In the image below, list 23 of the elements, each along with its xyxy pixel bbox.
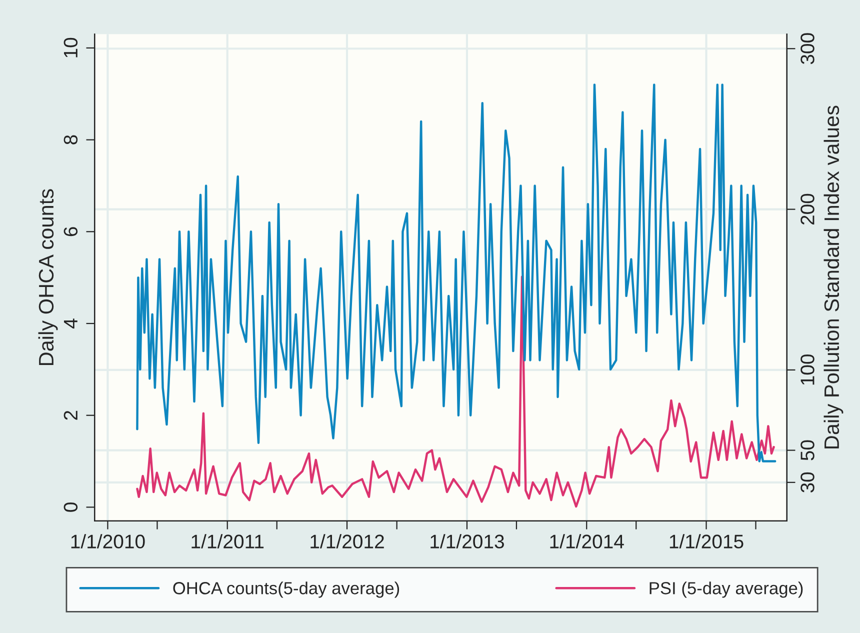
x-tick-label: 1/1/2011 [192, 534, 264, 548]
x-tick-label: 1/1/2012 [310, 534, 384, 548]
y-tick-label: 10 [64, 38, 78, 58]
y2-tick-label: 200 [800, 194, 814, 225]
y2-tick-label: 30 [800, 472, 814, 492]
x-tick-label: 1/1/2010 [71, 534, 145, 548]
y-tick-label: 6 [64, 227, 78, 236]
y2-tick-label: 100 [800, 354, 814, 385]
y-tick-label: 8 [64, 135, 78, 144]
y-tick-label: 4 [64, 318, 78, 328]
y-axis-title: Daily OHCA counts [38, 189, 58, 366]
x-tick-label: 1/1/2013 [430, 534, 504, 548]
line-series [136, 84, 776, 462]
y2-axis-title: Daily Pollution Standard Index values [824, 106, 844, 448]
x-tick-label: 1/1/2015 [670, 534, 744, 548]
line-series [136, 276, 775, 508]
legend-label: PSI (5-day average) [650, 582, 803, 598]
y-tick-label: 2 [64, 410, 78, 420]
y-tick-label: 0 [64, 502, 78, 512]
y2-tick-label: 300 [800, 33, 814, 64]
legend-label: OHCA counts(5-day average) [173, 582, 400, 598]
x-tick-label: 1/1/2014 [550, 534, 624, 548]
y2-tick-label: 50 [800, 440, 814, 460]
